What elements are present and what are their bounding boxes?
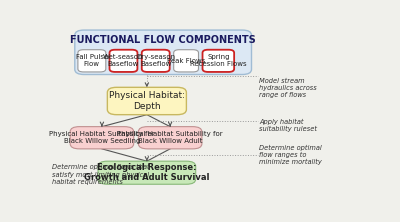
Text: Determine optimal flows that
satisfy most limiting physical
habitat requirements: Determine optimal flows that satisfy mos… [52, 164, 149, 185]
Text: Ecological Response:
Growth and Adult Survival: Ecological Response: Growth and Adult Su… [84, 163, 210, 182]
FancyBboxPatch shape [70, 127, 134, 149]
Text: Physical Habitat:
Depth: Physical Habitat: Depth [109, 91, 185, 111]
FancyBboxPatch shape [174, 50, 198, 72]
Text: Determine optimal
flow ranges to
minimize mortality: Determine optimal flow ranges to minimiz… [259, 145, 322, 165]
Text: Apply habitat
suitability ruleset: Apply habitat suitability ruleset [259, 119, 317, 132]
Text: Model stream
hydraulics across
range of flows: Model stream hydraulics across range of … [259, 78, 317, 98]
Text: Wet-season
Baseflow: Wet-season Baseflow [103, 54, 144, 67]
Text: FUNCTIONAL FLOW COMPONENTS: FUNCTIONAL FLOW COMPONENTS [70, 35, 256, 45]
FancyBboxPatch shape [138, 127, 202, 149]
FancyBboxPatch shape [78, 50, 106, 72]
Text: Physical Habitat Suitability for
Black Willow Adult: Physical Habitat Suitability for Black W… [117, 131, 223, 144]
FancyBboxPatch shape [142, 50, 170, 72]
FancyBboxPatch shape [98, 161, 196, 184]
Text: Spring
Recession Flows: Spring Recession Flows [190, 54, 247, 67]
Text: Dry-season
Baseflow: Dry-season Baseflow [136, 54, 175, 67]
FancyBboxPatch shape [107, 87, 186, 115]
Text: Peak Flows: Peak Flows [167, 58, 205, 64]
FancyBboxPatch shape [75, 30, 252, 75]
FancyBboxPatch shape [202, 50, 234, 72]
Text: Physical Habitat Suitability for
Black Willow Seedling: Physical Habitat Suitability for Black W… [49, 131, 155, 144]
FancyBboxPatch shape [110, 50, 138, 72]
Text: Fall Pulse
Flow: Fall Pulse Flow [76, 54, 108, 67]
